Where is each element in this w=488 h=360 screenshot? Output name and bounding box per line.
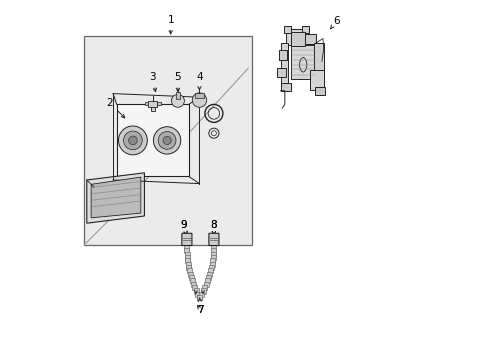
Bar xyxy=(290,45,315,79)
Bar xyxy=(209,265,214,270)
Bar xyxy=(309,70,323,90)
Bar xyxy=(280,83,291,91)
Bar xyxy=(203,282,208,287)
Circle shape xyxy=(128,136,137,145)
Circle shape xyxy=(171,94,184,107)
Text: 8: 8 xyxy=(210,220,217,235)
Bar xyxy=(276,68,285,77)
Bar xyxy=(199,292,203,297)
Bar xyxy=(184,255,189,260)
Bar xyxy=(210,258,215,263)
Bar xyxy=(204,278,209,283)
Bar xyxy=(191,282,196,287)
Bar xyxy=(150,107,155,111)
Bar xyxy=(278,50,286,60)
Text: 6: 6 xyxy=(330,16,339,29)
Text: 1: 1 xyxy=(167,15,174,34)
Text: 2: 2 xyxy=(106,98,124,118)
Text: 3: 3 xyxy=(149,72,156,91)
Bar xyxy=(290,32,305,46)
Bar xyxy=(184,245,189,250)
Bar xyxy=(195,93,203,98)
Bar xyxy=(188,275,194,280)
Bar xyxy=(117,104,188,176)
FancyBboxPatch shape xyxy=(208,233,219,246)
Bar xyxy=(209,262,214,267)
Bar xyxy=(195,292,200,297)
Bar xyxy=(185,258,190,263)
Bar xyxy=(211,245,216,250)
Bar xyxy=(200,288,205,293)
Bar xyxy=(202,285,207,290)
Bar xyxy=(211,248,216,253)
Bar xyxy=(176,92,179,99)
Text: 5: 5 xyxy=(174,72,181,91)
Bar xyxy=(302,26,308,33)
Text: 4: 4 xyxy=(196,72,203,90)
Bar xyxy=(193,288,199,293)
Bar xyxy=(314,87,325,95)
Polygon shape xyxy=(87,173,144,223)
Bar xyxy=(305,34,315,44)
Bar xyxy=(157,102,160,105)
Bar xyxy=(184,252,189,257)
Bar xyxy=(187,268,192,273)
Circle shape xyxy=(158,131,176,149)
Bar xyxy=(313,43,323,72)
Bar xyxy=(192,285,197,290)
Bar xyxy=(144,102,148,105)
Bar xyxy=(208,268,213,273)
Bar xyxy=(186,265,191,270)
Bar xyxy=(284,26,290,33)
Bar xyxy=(210,255,215,260)
Text: 9: 9 xyxy=(180,220,187,235)
Text: 7: 7 xyxy=(197,298,203,315)
Circle shape xyxy=(123,131,142,150)
Bar xyxy=(207,272,212,277)
Bar xyxy=(285,29,307,45)
Bar xyxy=(185,262,190,267)
Bar xyxy=(187,272,193,277)
Bar xyxy=(197,295,202,300)
FancyBboxPatch shape xyxy=(182,233,192,246)
Bar xyxy=(197,295,202,300)
Text: 8: 8 xyxy=(210,220,217,235)
Circle shape xyxy=(192,93,206,107)
Bar xyxy=(280,43,288,86)
Circle shape xyxy=(153,127,181,154)
Bar xyxy=(206,275,211,280)
Text: 7: 7 xyxy=(197,305,203,315)
Bar xyxy=(84,36,251,245)
Polygon shape xyxy=(91,177,141,218)
Circle shape xyxy=(118,126,147,155)
Bar xyxy=(184,248,189,253)
Bar xyxy=(148,101,157,107)
Text: 9: 9 xyxy=(180,220,187,235)
Bar xyxy=(190,278,195,283)
Circle shape xyxy=(163,136,171,144)
Bar xyxy=(211,252,216,257)
